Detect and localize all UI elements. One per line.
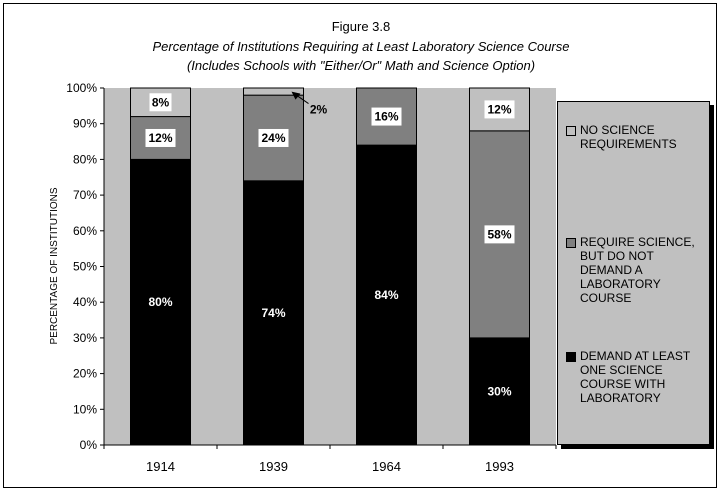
y-tick-label-10: 100% xyxy=(66,81,97,95)
data-label-1914-0: 80% xyxy=(148,295,172,309)
y-tick-label-9: 90% xyxy=(73,117,97,131)
legend: NO SCIENCE REQUIREMENTS REQUIRE SCIENCE,… xyxy=(557,101,710,445)
data-label-1939-2: 2% xyxy=(310,103,328,117)
bar-segment-1914-0 xyxy=(130,158,191,446)
legend-entry-science-no-lab: REQUIRE SCIENCE, BUT DO NOT DEMAND A LAB… xyxy=(566,235,706,305)
y-tick-label-2: 20% xyxy=(73,367,97,381)
y-tick-label-7: 70% xyxy=(73,188,97,202)
data-label-box-0-2 xyxy=(149,93,172,112)
x-tick-label-1993: 1993 xyxy=(485,459,514,474)
y-tick-label-0: 0% xyxy=(80,438,98,452)
data-label-1993-0: 30% xyxy=(487,384,511,398)
y-tick-label-6: 60% xyxy=(73,224,97,238)
legend-entry-no-science: NO SCIENCE REQUIREMENTS xyxy=(566,123,706,151)
legend-label-lab-required: DEMAND AT LEAST ONE SCIENCE COURSE WITH … xyxy=(580,349,691,405)
data-label-box-3-2 xyxy=(484,100,515,119)
figure-label: Figure 3.8 xyxy=(331,19,391,34)
legend-label-science-no-lab: REQUIRE SCIENCE, BUT DO NOT DEMAND A LAB… xyxy=(580,235,695,305)
x-tick-label-1914: 1914 xyxy=(146,459,175,474)
y-tick-label-4: 40% xyxy=(73,295,97,309)
data-label-1914-1: 12% xyxy=(148,131,172,145)
bar-segment-1939-2 xyxy=(243,87,304,96)
bar-segment-1939-0 xyxy=(243,180,304,446)
x-tick-label-1939: 1939 xyxy=(259,459,288,474)
data-label-1964-1: 16% xyxy=(374,110,398,124)
y-axis-label: PERCENTAGE OF INSTITUTIONS xyxy=(49,187,60,344)
data-label-1914-2: 8% xyxy=(152,95,170,109)
data-label-1993-2: 12% xyxy=(487,102,511,116)
y-tick-label-5: 50% xyxy=(73,260,97,274)
data-label-box-2-1 xyxy=(371,107,402,126)
annotation-arrow-head xyxy=(291,91,301,100)
data-label-box-1-1 xyxy=(258,128,289,147)
legend-entry-lab-required: DEMAND AT LEAST ONE SCIENCE COURSE WITH … xyxy=(566,349,706,405)
bar-segment-1914-2 xyxy=(130,87,191,118)
data-label-1993-1: 58% xyxy=(487,227,511,241)
y-tick-label-8: 80% xyxy=(73,152,97,166)
data-label-1939-0: 74% xyxy=(261,306,285,320)
bar-segment-1964-0 xyxy=(356,144,417,446)
legend-swatch-lab-required xyxy=(566,352,576,362)
legend-swatch-science-no-lab xyxy=(566,238,576,248)
y-tick-label-1: 10% xyxy=(73,402,97,416)
data-label-1964-0: 84% xyxy=(374,288,398,302)
data-label-box-3-1 xyxy=(484,225,515,244)
data-label-1939-1: 24% xyxy=(261,131,285,145)
chart-subtitle: (Includes Schools with "Either/Or" Math … xyxy=(186,58,536,73)
bar-segment-1993-0 xyxy=(469,337,530,446)
legend-swatch-no-science xyxy=(566,126,576,136)
legend-label-no-science: NO SCIENCE REQUIREMENTS xyxy=(580,123,677,151)
chart-title: Percentage of Institutions Requiring at … xyxy=(152,39,570,54)
y-tick-label-3: 30% xyxy=(73,331,97,345)
data-label-box-0-1 xyxy=(145,128,176,147)
x-tick-label-1964: 1964 xyxy=(372,459,401,474)
